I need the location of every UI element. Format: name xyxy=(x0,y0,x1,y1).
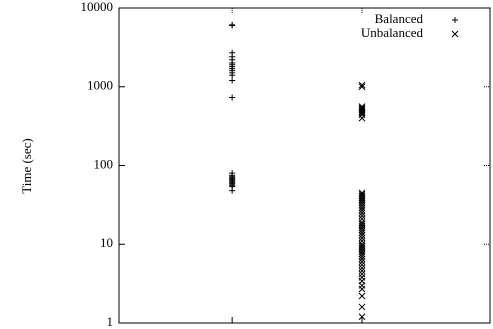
point xyxy=(358,114,366,122)
point xyxy=(358,231,366,239)
point xyxy=(358,255,366,263)
point xyxy=(358,285,366,293)
point xyxy=(358,234,366,242)
point xyxy=(358,215,366,223)
point xyxy=(358,313,366,321)
point xyxy=(358,253,366,260)
point xyxy=(358,109,366,117)
y-tick-label: 10000 xyxy=(81,0,114,14)
point xyxy=(358,267,366,275)
y-tick-label: 1000 xyxy=(87,78,113,93)
point xyxy=(358,292,366,300)
point xyxy=(358,264,366,272)
point xyxy=(358,108,366,116)
point xyxy=(229,77,236,84)
plot-frame xyxy=(118,7,491,324)
point xyxy=(358,227,366,234)
point xyxy=(358,204,366,212)
point xyxy=(358,229,366,237)
point xyxy=(358,111,366,119)
point xyxy=(358,261,366,269)
y-tick-label: 10 xyxy=(100,235,113,250)
y-axis-label: Time (sec) xyxy=(19,138,34,194)
point xyxy=(229,21,236,28)
point xyxy=(358,303,366,311)
point xyxy=(229,72,236,79)
point xyxy=(358,212,366,220)
point xyxy=(358,237,366,245)
point xyxy=(358,258,366,266)
y-tick-label: 1 xyxy=(107,314,114,329)
point xyxy=(358,206,366,214)
point xyxy=(358,250,366,258)
point xyxy=(358,270,366,278)
y-tick-label: 100 xyxy=(94,156,114,171)
point xyxy=(358,83,366,91)
point xyxy=(229,94,236,101)
legend-label: Balanced xyxy=(375,11,424,26)
point xyxy=(229,187,236,194)
legend-marker xyxy=(451,30,459,38)
legend-label: Unbalanced xyxy=(361,25,424,40)
point xyxy=(358,202,366,209)
point xyxy=(358,209,366,217)
legend-marker xyxy=(452,17,458,23)
point xyxy=(358,81,366,89)
point xyxy=(358,189,366,197)
